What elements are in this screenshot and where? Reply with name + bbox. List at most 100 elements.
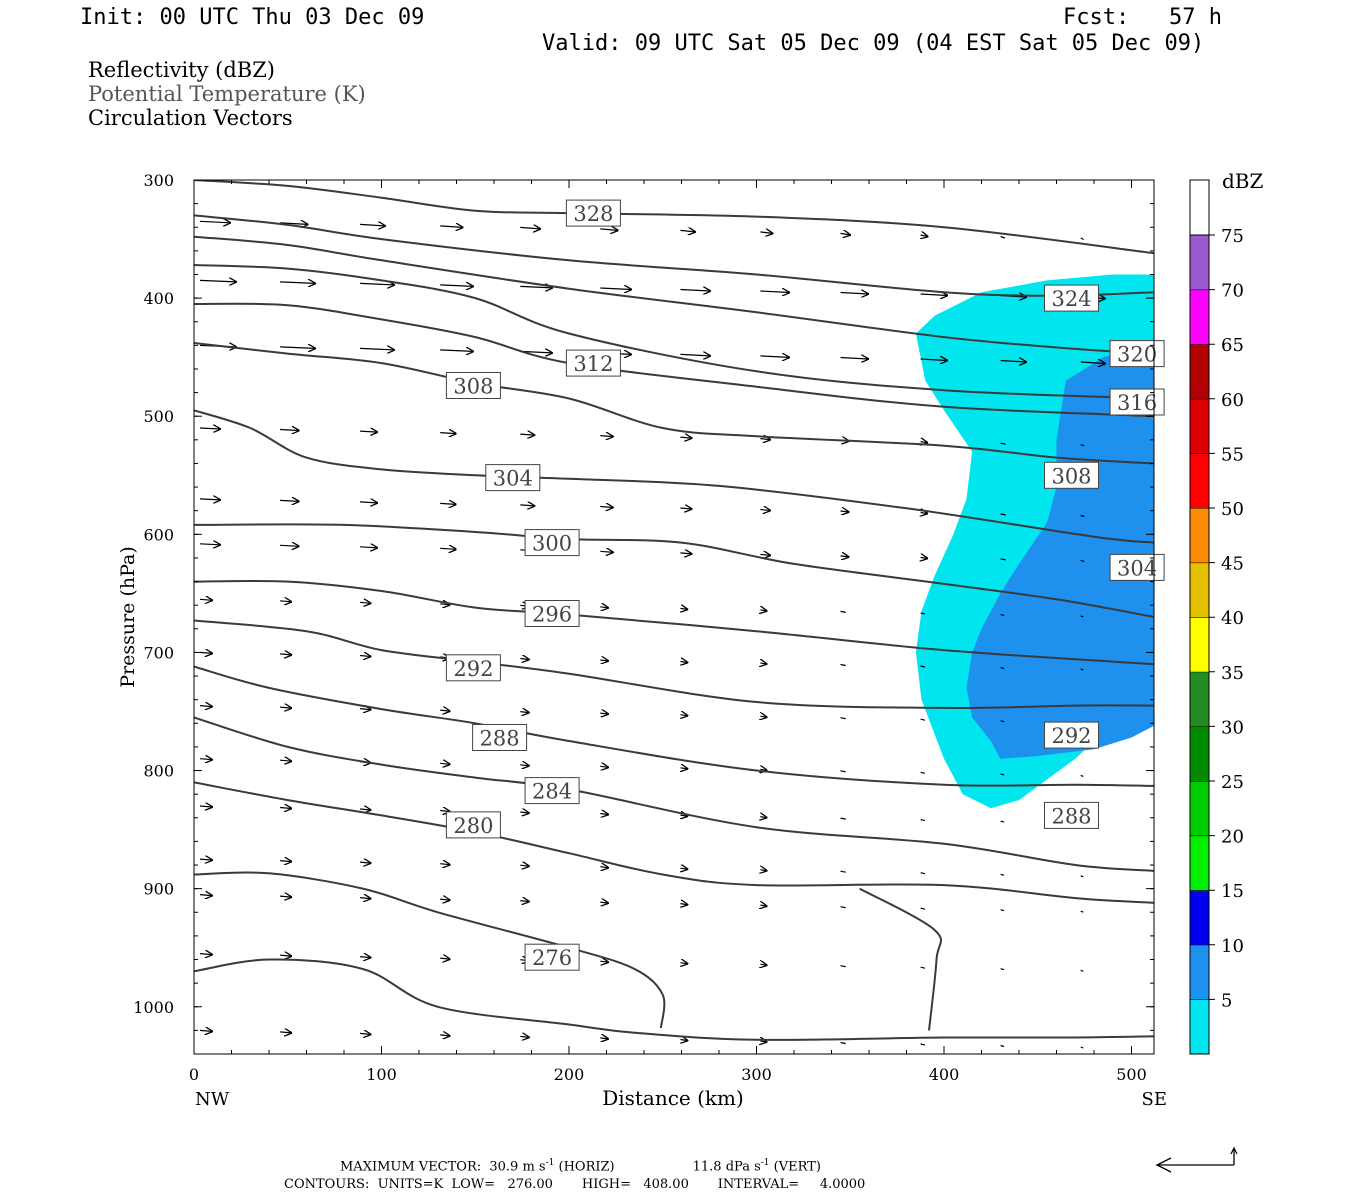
vector-arrow xyxy=(1000,968,1005,971)
vector-arrow xyxy=(199,806,212,807)
vector-arrow xyxy=(760,663,766,664)
vector-arrow xyxy=(199,859,212,860)
colorbar-swatch-60 xyxy=(1190,398,1209,454)
vector-arrow xyxy=(1000,613,1005,616)
colorbar-swatch-50 xyxy=(1190,508,1209,563)
vector-arrow xyxy=(1080,444,1085,447)
contour-label-box xyxy=(524,529,580,557)
vector-arrow xyxy=(199,499,220,500)
contour-label-box xyxy=(565,199,621,227)
vector-arrow xyxy=(280,223,307,225)
contour-label-text: 288 xyxy=(480,727,520,751)
contour-label-text: 276 xyxy=(532,946,572,970)
vector-arrow xyxy=(1000,873,1005,876)
vector-arrow xyxy=(760,1041,766,1042)
vector-arrow xyxy=(600,436,613,437)
colorbar-swatch-15 xyxy=(1190,890,1209,945)
vector-arrow xyxy=(360,656,370,657)
max-vector-horiz-exp: -1 xyxy=(545,1158,555,1168)
vector-arrow xyxy=(680,768,687,769)
vector-arrow xyxy=(920,612,926,615)
vector-arrow xyxy=(520,227,540,229)
vector-arrow xyxy=(680,608,687,609)
vector-arrow xyxy=(1080,774,1084,777)
vector-arrow xyxy=(360,898,370,899)
vector-arrow xyxy=(680,437,691,438)
colorbar-unit: dBZ xyxy=(1222,169,1264,193)
vector-arrow xyxy=(921,235,928,237)
colorbar-swatch-5 xyxy=(1190,999,1209,1054)
contour-label-box xyxy=(485,464,541,492)
theta-contour-300 xyxy=(194,523,1154,618)
vector-arrow xyxy=(760,964,766,965)
vector-arrow xyxy=(840,965,846,968)
vector-arrow xyxy=(600,867,608,868)
contour-label-box xyxy=(524,943,580,971)
vector-arrow xyxy=(920,359,947,361)
vector-arrow xyxy=(440,433,456,434)
vector-arrow xyxy=(1000,361,1026,363)
theta-contour-320 xyxy=(194,235,1154,355)
contour-label: 296 xyxy=(524,600,580,627)
contour-label: 288 xyxy=(472,724,528,751)
contour-label-box xyxy=(1044,721,1099,749)
vector-arrow xyxy=(921,557,928,558)
vector-arrow xyxy=(520,434,534,435)
vector-arrow xyxy=(680,290,710,292)
vector-arrow xyxy=(360,431,377,432)
vector-arrow xyxy=(680,553,691,554)
vector-arrow xyxy=(440,864,449,865)
vector-arrow xyxy=(199,221,230,223)
x-tick-label: 400 xyxy=(929,1065,960,1084)
contour-label-text: 316 xyxy=(1117,391,1157,415)
colorbar-label-10: 10 xyxy=(1221,936,1244,957)
reference-arrow-icon xyxy=(1155,1146,1238,1173)
vector-arrow xyxy=(600,713,608,714)
vector-arrow xyxy=(920,872,926,875)
vector-arrow xyxy=(360,547,377,548)
contour-label-text: 296 xyxy=(532,603,572,627)
contour-label-box xyxy=(1109,340,1165,368)
contour-label: 304 xyxy=(1109,553,1165,581)
contour-label: 308 xyxy=(1044,461,1099,489)
theta-contour-304 xyxy=(194,409,1154,544)
theta-contour-324 xyxy=(194,214,1154,297)
vector-arrow xyxy=(760,769,766,770)
colorbar-label-70: 70 xyxy=(1221,281,1244,302)
x-tick-label: 300 xyxy=(741,1065,772,1084)
vector-arrow xyxy=(920,771,926,774)
contour-label: 288 xyxy=(1044,801,1099,829)
colorbar-swatch-45 xyxy=(1190,562,1209,618)
contour-label-box xyxy=(1109,388,1165,416)
contour-label-text: 312 xyxy=(573,352,613,376)
contour-label-text: 328 xyxy=(573,202,613,226)
vector-arrow xyxy=(440,899,449,900)
theta-contour-308 xyxy=(194,342,1154,465)
contour-label-text: 284 xyxy=(532,780,572,804)
vector-arrow xyxy=(760,232,772,234)
vector-arrow xyxy=(760,905,766,906)
colorbar-frame xyxy=(1189,179,1210,1055)
x-axis-title: Distance (km) xyxy=(602,1086,744,1110)
vector-arrow xyxy=(520,1036,529,1037)
contour-label-box xyxy=(1044,461,1099,489)
vector-arrow xyxy=(440,763,449,764)
x-tick-label: 100 xyxy=(366,1065,397,1084)
vector-arrow xyxy=(280,896,291,897)
vector-arrow xyxy=(1000,558,1006,561)
vector-arrow xyxy=(199,544,220,545)
contour-label: 300 xyxy=(524,529,580,557)
theta-contour-276 xyxy=(194,871,666,1029)
contour-label-text: 288 xyxy=(1051,804,1091,828)
vector-arrow xyxy=(840,663,846,667)
vector-arrow xyxy=(600,507,613,508)
vector-arrow xyxy=(840,717,846,720)
contour-label-box xyxy=(445,372,501,399)
vector-arrow xyxy=(760,291,789,293)
vector-arrow xyxy=(840,770,846,773)
vector-arrow xyxy=(440,958,449,959)
vector-arrow xyxy=(280,545,299,546)
colorbar-swatch-30 xyxy=(1190,726,1209,781)
vector-arrow xyxy=(680,354,710,356)
colorbar-label-50: 50 xyxy=(1221,499,1244,520)
